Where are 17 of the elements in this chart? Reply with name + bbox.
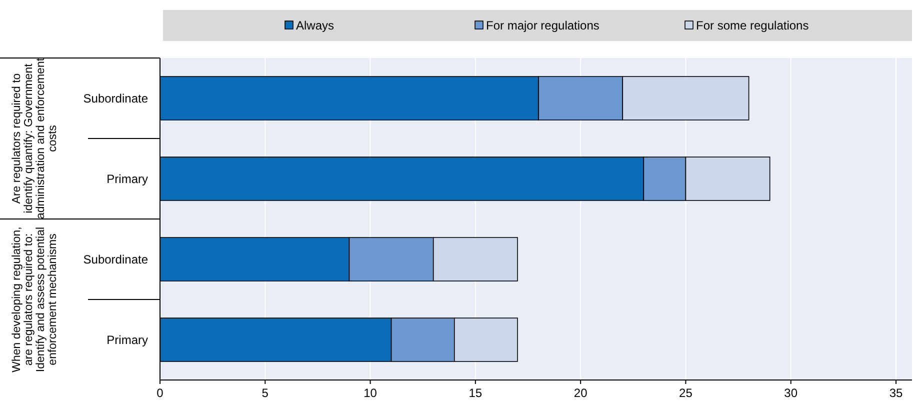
- y-tick-label: Subordinate: [83, 252, 148, 266]
- legend-label: For some regulations: [696, 18, 809, 32]
- x-tick-label: 5: [262, 386, 269, 400]
- x-tick-label: 35: [889, 386, 903, 400]
- text: Are regulators required to identify quantify: Government administration and enforcement costs: [11, 57, 59, 220]
- x-tick-label: 0: [156, 386, 164, 400]
- x-tick-label: 25: [679, 386, 693, 400]
- legend-label: For major regulations: [486, 18, 600, 32]
- y-tick-label: Primary: [106, 332, 148, 347]
- x-tick-label: 15: [468, 386, 482, 400]
- x-tick-label: 20: [574, 386, 588, 400]
- legend-label: Always: [296, 18, 334, 32]
- y-tick-label: Primary: [106, 172, 148, 186]
- y-tick-label: Subordinate: [83, 91, 148, 106]
- x-tick-label: 10: [364, 386, 378, 400]
- x-tick-label: 30: [784, 386, 798, 400]
- text: When developing regulation, are regulators required to: Identify and assess potential enforcement mechanisms: [11, 226, 59, 372]
